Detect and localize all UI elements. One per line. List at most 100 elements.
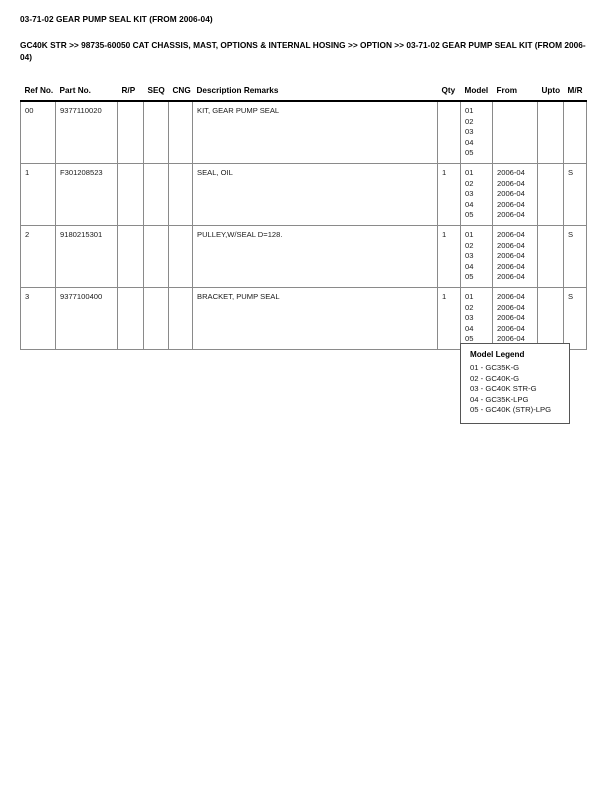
cell-from-line: 2006-04 [497, 334, 525, 344]
cell-description: BRACKET, PUMP SEAL [192, 287, 438, 350]
cell-seq [143, 101, 169, 164]
cell-model-line: 03 [465, 127, 474, 137]
cell-from-line: 2006-04 [497, 323, 525, 333]
cell-model: 01 02 03 04 05 [460, 101, 493, 164]
column-header-rp: R/P [117, 86, 144, 102]
cell-from: 2006-04 2006-04 2006-04 2006-04 2006-04 [492, 163, 538, 226]
cell-from-line: 2006-04 [497, 261, 525, 271]
cell-from-line: 2006-04 [497, 240, 525, 250]
cell-from-line: 2006-04 [497, 178, 525, 188]
cell-from-line: 2006-04 [497, 167, 525, 177]
cell-seq [143, 225, 169, 288]
column-header-mr: M/R [563, 86, 587, 102]
cell-qty: 1 [437, 287, 461, 350]
parts-table-body: 00 9377110020 KIT, GEAR PUMP SEAL 01 02 03 04 0… [20, 101, 587, 350]
cell-description: SEAL, OIL [192, 163, 438, 226]
parts-table-container: Ref No. Part No. R/P SEQ CNG Description… [20, 86, 587, 350]
cell-model-line: 02 [465, 116, 474, 126]
cell-rp [117, 101, 144, 164]
column-header-qty: Qty [437, 86, 461, 102]
cell-rp [117, 225, 144, 288]
cell-description: KIT, GEAR PUMP SEAL [192, 101, 438, 164]
cell-cng [168, 101, 193, 164]
cell-seq [143, 163, 169, 226]
cell-cng [168, 225, 193, 288]
cell-rp [117, 287, 144, 350]
cell-ref-no: 00 [20, 101, 56, 164]
cell-qty: 1 [437, 225, 461, 288]
cell-from-line [497, 127, 537, 138]
column-header-from: From [492, 86, 538, 102]
cell-ref-no: 3 [20, 287, 56, 350]
parts-table-header: Ref No. Part No. R/P SEQ CNG Description… [20, 86, 587, 102]
table-row: 2 9180215301 PULLEY,W/SEAL D=128. 1 01 02 03 04… [20, 225, 587, 288]
cell-model-line: 01 [465, 106, 474, 115]
table-row: 3 9377100400 BRACKET, PUMP SEAL 1 01 02 03 04 05… [20, 287, 587, 350]
column-header-cng: CNG [168, 86, 193, 102]
cell-part-no: 9377100400 [55, 287, 118, 350]
cell-qty: 1 [437, 163, 461, 226]
cell-part-no: 9377110020 [55, 101, 118, 164]
model-legend-entry: 03 - GC40K STR-G [470, 384, 537, 394]
cell-mr: S [563, 163, 587, 226]
cell-model-line: 03 [465, 189, 474, 199]
table-header-row: Ref No. Part No. R/P SEQ CNG Description… [20, 86, 587, 102]
cell-model-line: 05 [465, 334, 474, 344]
column-header-ref-no: Ref No. [20, 86, 56, 102]
cell-model-line: 01 [465, 229, 474, 239]
cell-from: 2006-04 2006-04 2006-04 2006-04 2006-04 [492, 225, 538, 288]
cell-model-line: 03 [465, 251, 474, 261]
cell-model-line: 05 [465, 272, 474, 282]
cell-model-line: 05 [465, 210, 474, 220]
model-legend-entry: 01 - GC35K-G [470, 363, 520, 372]
cell-upto [537, 163, 564, 226]
cell-rp [117, 163, 144, 226]
cell-from-line: 2006-04 [497, 272, 525, 282]
cell-from-line [497, 138, 537, 149]
cell-upto [537, 101, 564, 164]
cell-model-line: 02 [465, 302, 474, 312]
cell-from-line: 2006-04 [497, 302, 525, 312]
column-header-upto: Upto [537, 86, 564, 102]
cell-ref-no: 1 [20, 163, 56, 226]
column-header-part-no: Part No. [55, 86, 118, 102]
cell-model-line: 04 [465, 199, 474, 209]
cell-mr: S [563, 287, 587, 350]
cell-part-no: 9180215301 [55, 225, 118, 288]
cell-model-line: 03 [465, 313, 474, 323]
table-row: 00 9377110020 KIT, GEAR PUMP SEAL 01 02 03 04 0… [20, 101, 587, 164]
cell-model-line: 04 [465, 137, 474, 147]
cell-from-line [497, 148, 537, 159]
model-legend-entry: 05 - GC40K (STR)-LPG [470, 405, 552, 415]
cell-from-line: 2006-04 [497, 210, 525, 220]
cell-model-line: 05 [465, 148, 474, 158]
cell-ref-no: 2 [20, 225, 56, 288]
cell-from-line: 2006-04 [497, 229, 525, 239]
page-title: 03-71-02 GEAR PUMP SEAL KIT (FROM 2006-0… [20, 14, 213, 24]
cell-part-no: F301208523 [55, 163, 118, 226]
cell-mr: S [563, 225, 587, 288]
cell-from [492, 101, 538, 164]
cell-from-line: 2006-04 [497, 291, 525, 301]
cell-cng [168, 163, 193, 226]
cell-from-line: 2006-04 [497, 251, 525, 261]
cell-from: 2006-04 2006-04 2006-04 2006-04 2006-04 [492, 287, 538, 350]
model-legend-entry: 02 - GC40K-G [470, 373, 520, 383]
cell-mr [563, 101, 587, 164]
column-header-description-remarks: Description Remarks [192, 86, 438, 102]
cell-model-line: 02 [465, 240, 474, 250]
breadcrumb: GC40K STR >> 98735-60050 CAT CHASSIS, MA… [20, 40, 586, 62]
cell-model-line: 04 [465, 261, 474, 271]
cell-from-line [497, 106, 537, 117]
cell-seq [143, 287, 169, 350]
cell-upto [537, 225, 564, 288]
cell-model-line: 02 [465, 178, 474, 188]
parts-table: Ref No. Part No. R/P SEQ CNG Description… [20, 86, 587, 350]
cell-from-line: 2006-04 [497, 313, 525, 323]
cell-model-line: 01 [465, 291, 474, 301]
model-legend: Model Legend 01 - GC35K-G 02 - GC40K-G 03 … [460, 343, 570, 424]
cell-upto [537, 287, 564, 350]
cell-model: 01 02 03 04 05 [460, 163, 493, 226]
cell-qty [437, 101, 461, 164]
